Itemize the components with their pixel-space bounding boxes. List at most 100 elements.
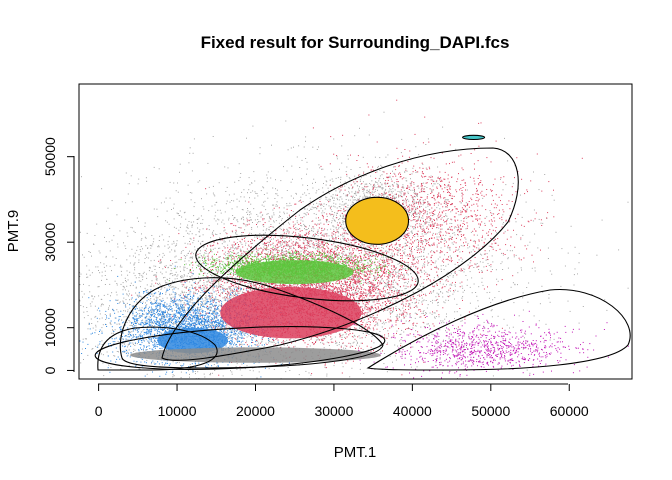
event-point — [309, 239, 311, 241]
event-point — [307, 185, 308, 186]
event-point — [269, 237, 271, 239]
event-point — [207, 278, 208, 280]
event-point — [146, 349, 148, 351]
event-point — [141, 274, 143, 276]
event-point — [176, 261, 178, 263]
event-point — [190, 238, 192, 240]
event-point — [340, 234, 342, 236]
event-point — [243, 196, 245, 198]
event-point — [208, 290, 210, 291]
event-point — [359, 127, 360, 129]
event-point — [414, 190, 415, 192]
event-point — [389, 273, 391, 275]
event-point — [301, 159, 303, 161]
event-point — [220, 289, 222, 291]
event-point — [399, 292, 401, 294]
event-point — [383, 262, 385, 264]
event-point — [409, 250, 411, 252]
event-point — [433, 290, 434, 292]
event-point — [237, 337, 239, 339]
event-point — [180, 371, 182, 373]
event-point — [274, 247, 276, 249]
event-point — [323, 257, 325, 259]
event-point — [185, 292, 187, 293]
event-point — [457, 335, 459, 337]
event-point — [201, 325, 203, 326]
event-point — [330, 339, 332, 341]
event-point — [443, 269, 445, 271]
event-point — [341, 337, 343, 338]
event-point — [184, 257, 186, 259]
event-point — [417, 256, 419, 258]
event-point — [330, 209, 332, 211]
event-point — [101, 188, 103, 190]
event-point — [410, 231, 412, 233]
event-point — [218, 271, 220, 273]
event-point — [211, 205, 213, 207]
event-point — [282, 362, 284, 364]
event-point — [412, 202, 414, 204]
event-point — [405, 242, 407, 244]
event-point — [371, 284, 373, 286]
event-point — [406, 199, 408, 201]
event-point — [158, 246, 160, 248]
event-point — [437, 276, 439, 278]
event-point — [216, 286, 218, 288]
event-point — [412, 189, 414, 191]
event-point — [376, 171, 378, 173]
event-point — [189, 192, 191, 193]
event-point — [445, 234, 447, 236]
event-point — [226, 186, 228, 188]
event-point — [549, 270, 551, 272]
event-point — [399, 191, 401, 193]
event-point — [377, 165, 379, 167]
event-point — [205, 289, 207, 291]
event-point — [434, 316, 435, 318]
event-point — [384, 182, 386, 184]
event-point — [437, 274, 439, 276]
event-point — [367, 311, 369, 313]
event-point — [250, 219, 252, 221]
event-point — [394, 197, 396, 199]
event-point — [114, 280, 116, 282]
event-point — [307, 189, 309, 191]
event-point — [389, 186, 391, 188]
event-point — [335, 203, 337, 205]
event-point — [174, 286, 176, 288]
event-point — [369, 272, 371, 274]
event-point — [241, 209, 243, 210]
event-point — [241, 344, 243, 346]
event-point — [419, 270, 421, 272]
event-point — [131, 248, 133, 250]
event-point — [390, 300, 392, 301]
event-point — [347, 158, 349, 160]
event-point — [339, 257, 341, 259]
event-point — [414, 302, 416, 304]
event-point — [265, 229, 267, 231]
event-point — [201, 270, 203, 272]
event-point — [109, 283, 111, 285]
event-point — [246, 221, 248, 223]
event-point — [402, 303, 404, 305]
event-point — [171, 297, 173, 299]
event-point — [553, 338, 555, 340]
event-point — [367, 283, 369, 285]
event-point — [416, 194, 418, 196]
event-point — [366, 195, 368, 197]
event-point — [322, 191, 324, 193]
event-point — [248, 250, 249, 252]
event-point — [212, 136, 214, 137]
event-point — [197, 181, 199, 183]
event-point — [94, 235, 96, 236]
event-point — [335, 194, 337, 196]
event-point — [290, 205, 292, 206]
event-point — [407, 274, 409, 276]
event-point — [348, 177, 350, 179]
event-point — [324, 366, 326, 368]
event-point — [373, 185, 375, 187]
event-point — [127, 346, 128, 348]
event-point — [184, 286, 186, 288]
event-point — [387, 310, 389, 311]
event-point — [237, 287, 239, 288]
event-point — [333, 214, 335, 216]
